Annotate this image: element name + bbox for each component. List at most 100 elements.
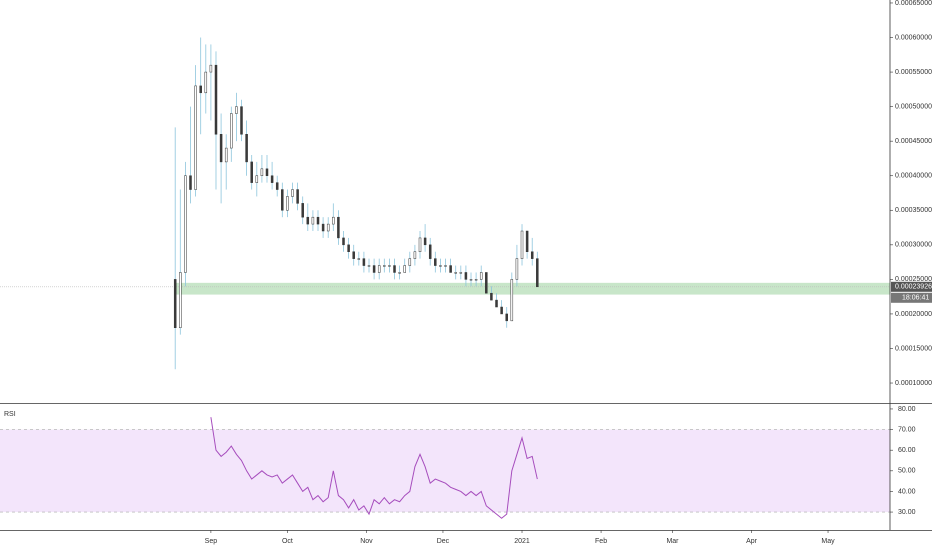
x-tick-label: Nov [360,538,373,545]
x-tick-label: 2021 [514,538,530,545]
candle-body [357,258,361,260]
y-tick-label: 0.00010000 [895,380,932,387]
candle-body [260,168,264,176]
candle-body [444,265,447,267]
candle-body [485,272,488,294]
candle-body [235,106,238,114]
rsi-band [0,429,890,513]
candle-body [459,272,463,274]
candle-body [286,196,289,211]
candle-body [413,251,417,259]
candle-body [301,203,304,218]
candle-body [403,265,406,273]
x-tick-label: Oct [282,538,293,545]
candle-body [326,223,330,232]
x-tick-label: Dec [437,538,450,545]
candle-body [500,306,503,315]
candle-body [520,230,524,259]
support-zone [175,282,891,295]
candle-body [347,244,350,252]
candle-body [199,85,202,94]
candle-body [474,279,478,281]
candle-body [224,147,228,163]
candle-body [377,265,381,273]
candle-body [270,175,274,183]
candle-body [428,244,432,259]
y-tick-label: 0.00060000 [895,34,932,41]
last-price-label: 0.00023926 [895,284,932,291]
rsi-line [210,417,538,519]
candle-body [281,189,284,211]
candle-body [372,265,376,273]
candle-body [362,258,366,266]
candle-body [321,223,325,232]
candle-body [510,279,514,322]
candle-body [464,272,468,280]
x-tick-label: Mar [666,538,679,545]
candle-body [479,272,483,280]
candle-body [454,272,457,274]
candle-body [265,168,269,176]
y-tick-label: 0.00035000 [895,207,932,214]
y-tick-label: 0.00055000 [895,69,932,76]
y-tick-label: 0.00020000 [895,311,932,318]
candle-body [173,279,177,328]
candle-body [515,258,519,280]
candle-body [291,189,294,197]
candle-body [245,134,248,163]
candle-body [352,251,355,259]
candle-body [525,230,529,252]
candle-body [240,106,243,135]
y-tick-label: 0.00040000 [895,173,932,180]
candle-body [490,292,493,301]
rsi-y-tick-label: 80.00 [898,406,916,413]
candle-body [449,265,452,273]
rsi-y-tick-label: 50.00 [898,468,916,475]
y-tick-label: 0.00015000 [895,345,932,352]
x-tick-label: Apr [746,538,758,545]
x-tick-label: Sep [205,538,218,545]
y-tick-label: 0.00050000 [895,103,932,110]
candle-body [495,299,498,308]
candle-body [184,175,187,273]
last-price-box [891,281,932,292]
x-tick-label: May [821,538,835,545]
rsi-y-tick-label: 60.00 [898,447,916,454]
candle-body [230,113,233,149]
candle-body [398,272,401,274]
candle-body [418,237,422,252]
rsi-y-tick-label: 30.00 [898,509,916,516]
candle-body [423,237,427,246]
candle-body [439,265,442,267]
candle-body [536,258,539,288]
candle-body [306,216,310,225]
y-tick-label: 0.00025000 [895,276,932,283]
candle-body [367,265,371,267]
x-tick-label: Feb [595,538,607,545]
candle-body [311,216,315,225]
candle-body [434,258,437,266]
candle-body [189,175,192,190]
y-tick-label: 0.00045000 [895,138,932,145]
candle-body [337,216,340,239]
countdown-label: 18:06:41 [902,295,929,302]
candle-body [388,265,391,267]
candle-body [219,134,223,163]
candle-body [383,265,386,267]
candle-body [204,71,208,94]
candle-body [469,279,473,281]
y-tick-label: 0.00065000 [895,0,932,7]
candle-body [255,175,259,183]
countdown-box [891,292,932,303]
rsi-y-tick-label: 40.00 [898,488,916,495]
y-tick-label: 0.00030000 [895,242,932,249]
candle-body [209,64,213,73]
candle-body [214,64,218,135]
candle-body [316,216,320,225]
candle-body [408,258,412,266]
candle-body [393,265,396,273]
rsi-title: RSI [4,411,16,418]
candle-body [342,237,345,246]
